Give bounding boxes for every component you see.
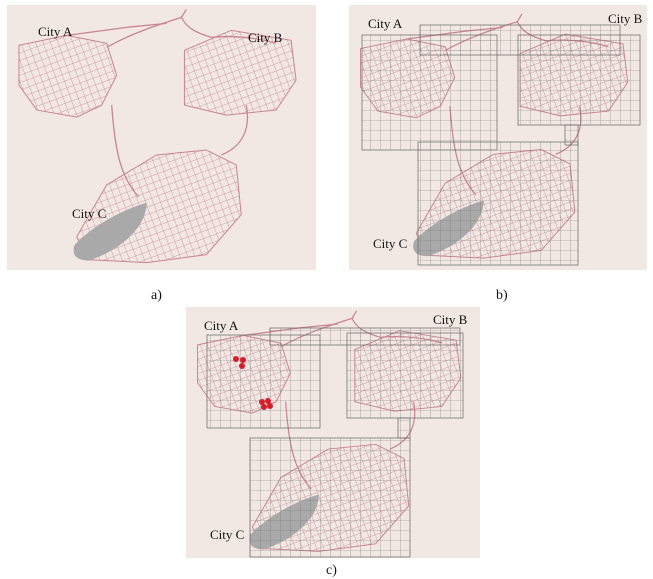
caption: a): [151, 288, 162, 303]
caption: b): [496, 288, 508, 303]
figure: City A City B City C a) City A City B Ci…: [0, 0, 653, 579]
city-label: City B: [433, 312, 468, 327]
city-label: City C: [210, 527, 244, 542]
city-label: City B: [608, 11, 643, 26]
panel-a: City A City B City C a): [7, 5, 316, 303]
page: {"figure": {"panels": [ {"caption": "a)"…: [0, 0, 653, 579]
city-label: City A: [368, 16, 403, 31]
city-label: City A: [204, 318, 239, 333]
city-label: City B: [248, 30, 283, 45]
caption: c): [326, 563, 337, 578]
panel-b: City A City B City C b): [349, 5, 647, 303]
panel-c: City A City B City C c): [186, 307, 480, 578]
city-label: City C: [373, 236, 407, 251]
city-label: City A: [38, 24, 73, 39]
city-label: City C: [72, 206, 106, 221]
